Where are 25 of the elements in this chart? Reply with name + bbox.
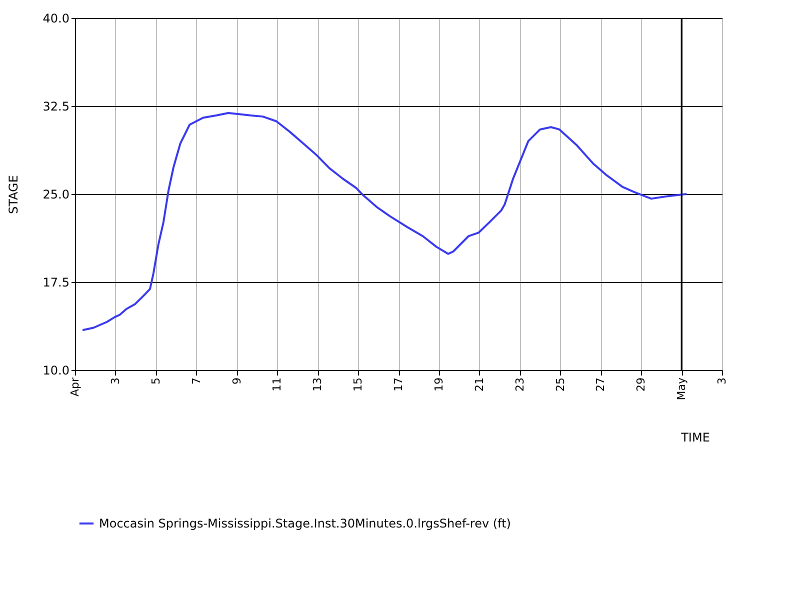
x-tick-label: 27	[594, 378, 608, 392]
x-tick-label: 3	[716, 378, 728, 384]
x-tick-label: 19	[432, 378, 446, 392]
x-tick-label: May	[675, 377, 688, 400]
y-axis-title: STAGE	[6, 175, 20, 214]
x-tick-label: 5	[149, 378, 162, 384]
x-tick-label: 29	[634, 378, 648, 392]
x-tick-label: 11	[270, 378, 284, 392]
y-tick-label: 32.5	[42, 100, 70, 114]
x-tick-label: 17	[392, 378, 405, 392]
y-tick-label: 40.0	[42, 12, 70, 26]
y-tick-label: 17.5	[42, 276, 70, 290]
x-axis-title: TIME	[680, 430, 710, 444]
x-tick-label: 13	[311, 378, 324, 392]
x-tick-label: 23	[513, 378, 526, 392]
x-tick-label: 21	[472, 378, 486, 392]
y-tick-label: 10.0	[42, 364, 70, 378]
x-tick-label: 7	[190, 378, 203, 384]
x-tick-label: Apr	[68, 377, 82, 397]
legend-label: Moccasin Springs-Mississippi.Stage.Inst.30Minutes.0.lrgsShef-rev (ft)	[99, 516, 511, 530]
y-tick-label: 25.0	[42, 188, 70, 202]
x-tick-label: 15	[352, 378, 365, 392]
x-tick-label: 9	[230, 378, 244, 384]
x-tick-label: 25	[554, 378, 567, 392]
x-tick-label: 3	[108, 378, 122, 384]
